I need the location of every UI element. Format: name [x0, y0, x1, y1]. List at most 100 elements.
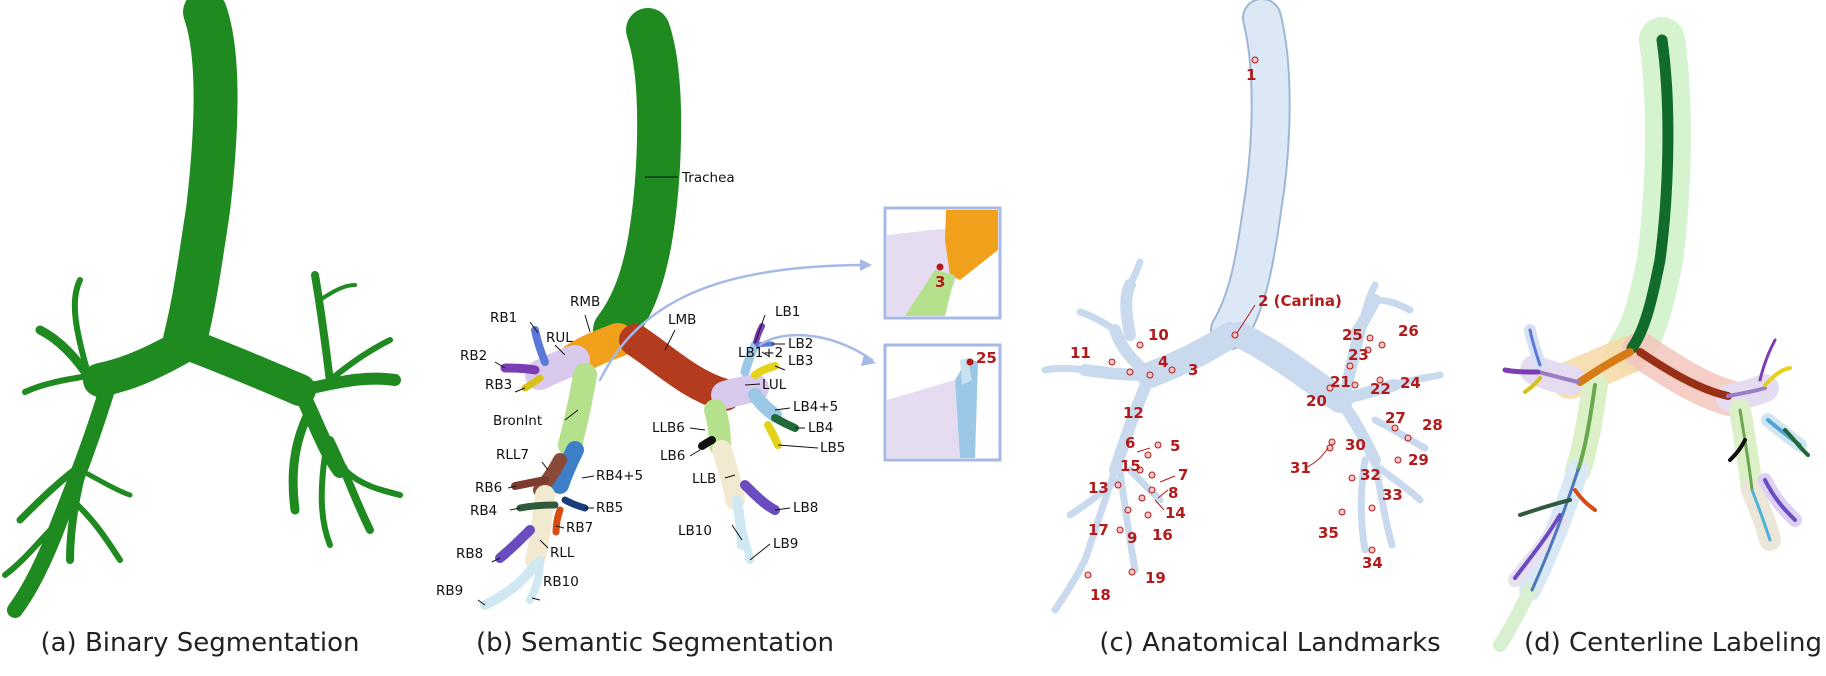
left-lower-trunk — [292, 382, 348, 478]
label-rll: RLL — [550, 545, 575, 561]
landmark-8: 8 — [1168, 484, 1178, 502]
right-branch — [66, 426, 99, 564]
inset-top: 3 — [883, 206, 1002, 320]
right-branch — [71, 277, 93, 383]
inset-bottom: 25 — [883, 343, 1002, 462]
landmark-20: 20 — [1306, 392, 1327, 410]
landmark-13: 13 — [1088, 479, 1109, 497]
inset-arrow-bottom-head — [861, 355, 876, 366]
landmark-17: 17 — [1088, 521, 1109, 539]
bronint-segment — [558, 363, 597, 457]
rb5-segment — [561, 496, 589, 512]
centerline-lul — [1726, 386, 1767, 398]
label-rb4: RB4 — [470, 503, 497, 519]
landmark-28: 28 — [1422, 416, 1443, 434]
lb3-segment — [751, 362, 779, 379]
centerline-left-branch — [1728, 438, 1747, 462]
inset-top-number: 3 — [935, 273, 945, 291]
left-branch — [294, 372, 401, 396]
lb9-segment — [738, 526, 754, 564]
landmark-19: 19 — [1145, 569, 1166, 587]
airway-trachea — [1212, 0, 1289, 348]
label-rb8: RB8 — [456, 546, 483, 562]
rb2-segment — [500, 363, 540, 375]
landmark-5: 5 — [1170, 437, 1180, 455]
panel-c-anatomical-landmarks — [1041, 0, 1444, 614]
lmb-segment — [619, 324, 741, 411]
label-rll7: RLL7 — [496, 447, 529, 463]
centerline-rmb — [1576, 348, 1634, 386]
landmark-16: 16 — [1152, 526, 1173, 544]
right-lower-trunk — [7, 372, 118, 618]
label-lb9: LB9 — [773, 536, 798, 552]
centerline-right-lower — [1530, 468, 1580, 592]
lb5-segment — [764, 421, 782, 449]
landmark-24: 24 — [1400, 374, 1421, 392]
label-lb10: LB10 — [678, 523, 712, 539]
landmark-33: 33 — [1382, 486, 1403, 504]
landmark-2: 2 (Carina) — [1258, 292, 1342, 310]
rb4-5-segment — [551, 441, 584, 494]
centerline-right-branch — [1528, 328, 1542, 367]
label-lb3: LB3 — [788, 353, 813, 369]
label-lb4-5: LB4+5 — [793, 399, 838, 415]
landmark-22: 22 — [1370, 380, 1391, 398]
label-rb5: RB5 — [596, 500, 623, 516]
landmark-21: 21 — [1330, 373, 1351, 391]
lb6-segment — [698, 436, 716, 450]
centerline-left-branch — [1750, 488, 1772, 542]
rb9-segment — [480, 560, 540, 610]
label-rmb: RMB — [570, 294, 600, 310]
lb4-segment — [771, 414, 799, 432]
right-branch — [77, 467, 133, 498]
caption-anatomical-landmarks: (c) Anatomical Landmarks — [1099, 628, 1441, 658]
label-rb2: RB2 — [460, 348, 487, 364]
label-rb3: RB3 — [485, 377, 512, 393]
trachea-segment — [593, 8, 682, 352]
lb1-2-segment — [740, 340, 760, 377]
lb8-segment — [740, 480, 780, 515]
landmark-27: 27 — [1385, 409, 1406, 427]
panel-b-semantic-segmentation — [480, 8, 876, 610]
panel-b-leader-lines — [477, 176, 819, 606]
llb-segment — [712, 440, 745, 510]
label-lb2: LB2 — [788, 336, 813, 352]
left-branch — [327, 337, 393, 383]
landmark-18: 18 — [1090, 586, 1111, 604]
halo-right-tip — [1493, 583, 1537, 652]
label-rb10: RB10 — [543, 574, 579, 590]
centerline-left-branch — [1783, 428, 1810, 457]
lb1-segment — [753, 323, 765, 345]
landmark-9: 9 — [1127, 529, 1137, 547]
panel-b-labels: Trachea RMB LMB RUL RB1 RB2 RB3 BronInt … — [436, 170, 845, 599]
lb4-5-segment — [748, 388, 782, 422]
centerline-trachea — [1626, 34, 1674, 354]
centerline-bronint — [1576, 383, 1597, 472]
centerline-rul — [1536, 370, 1580, 384]
panel-d-centerline-labeling — [1493, 17, 1810, 652]
left-main-bronchus — [174, 329, 316, 406]
centerline-lmb — [1636, 348, 1732, 400]
label-rb4-5: RB4+5 — [596, 468, 643, 484]
landmark-numbers: 1 2 (Carina) 3 4 5 6 7 8 9 10 11 12 13 1… — [1070, 66, 1443, 604]
label-rb7: RB7 — [566, 520, 593, 536]
trachea-shape — [163, 0, 238, 362]
landmark-3: 3 — [1188, 361, 1198, 379]
rb10-segment — [526, 556, 544, 604]
centerline-right-branch — [1573, 488, 1597, 512]
landmark-35: 35 — [1318, 524, 1339, 542]
landmark-23: 23 — [1348, 346, 1369, 364]
left-branch — [318, 452, 333, 548]
landmark-29: 29 — [1408, 451, 1429, 469]
right-branch — [69, 497, 123, 563]
label-llb: LLB — [692, 471, 716, 487]
right-branch — [2, 517, 63, 578]
left-branch — [318, 283, 357, 302]
landmark-12: 12 — [1123, 404, 1144, 422]
right-branch — [22, 372, 98, 395]
caption-centerline-labeling: (d) Centerline Labeling — [1523, 628, 1823, 658]
label-bronint: BronInt — [493, 413, 542, 429]
landmark-32: 32 — [1360, 466, 1381, 484]
right-branch — [35, 325, 105, 400]
